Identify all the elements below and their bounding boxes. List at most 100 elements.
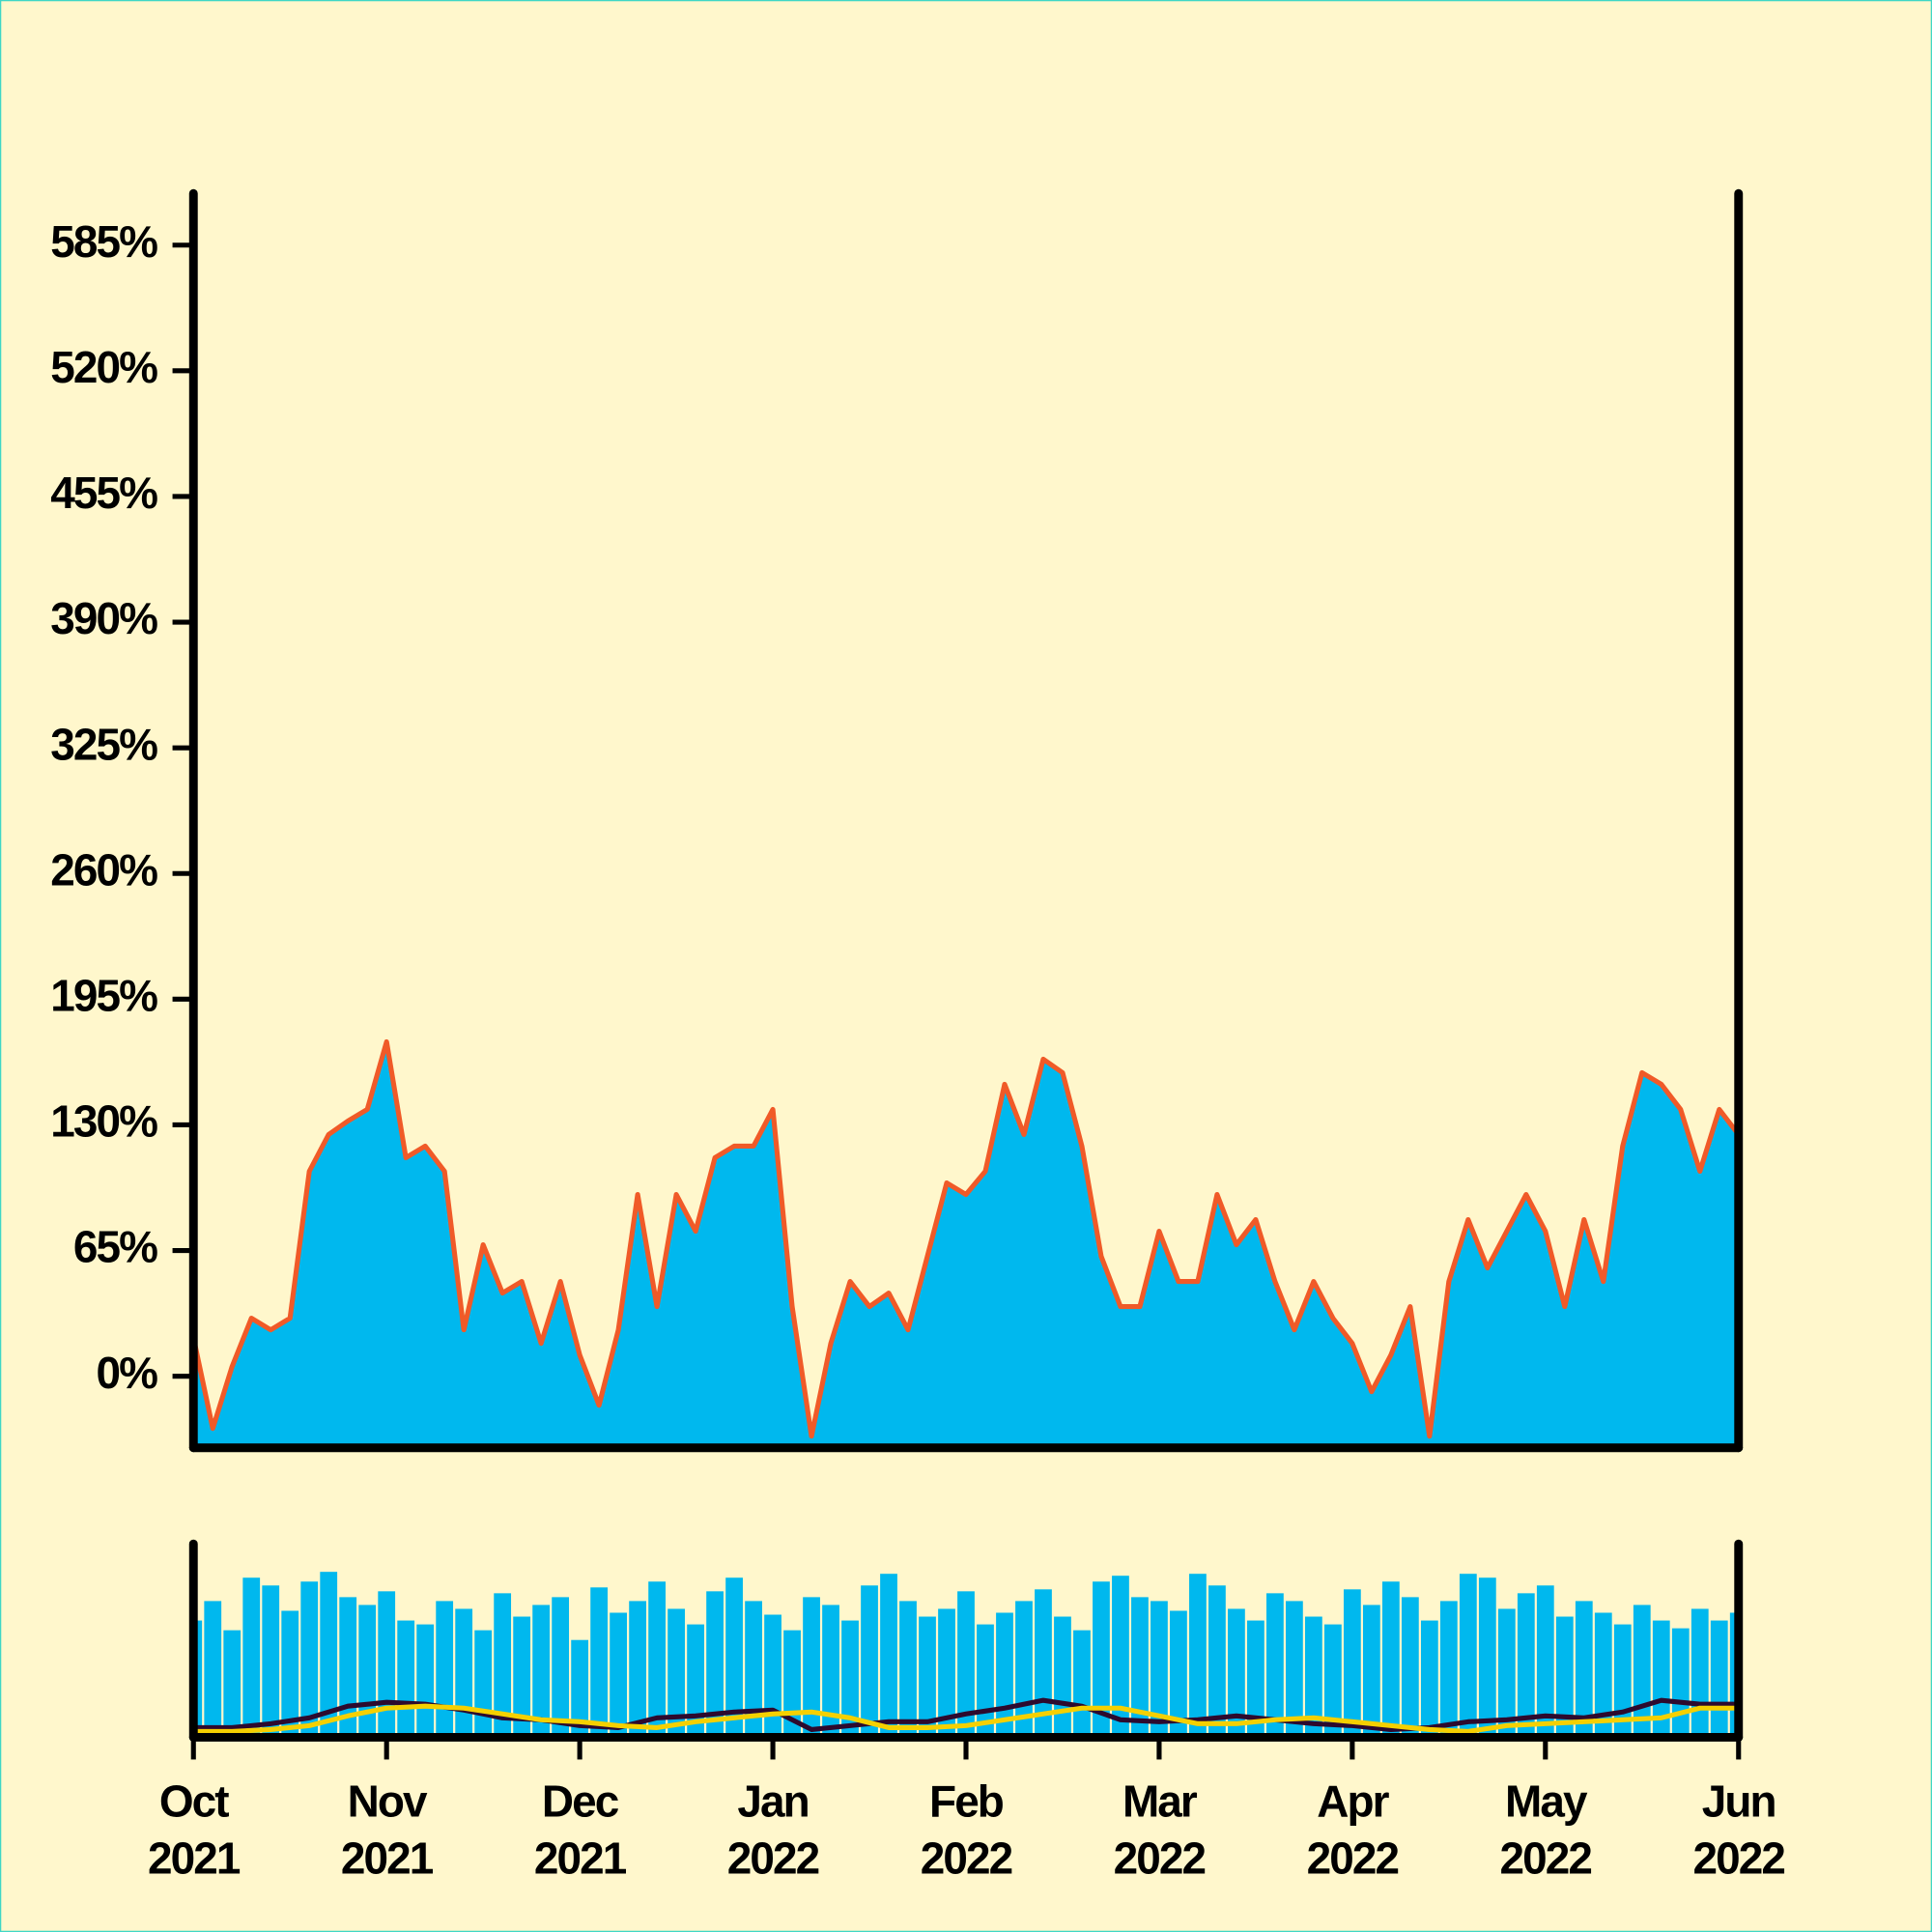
x-tick-label-line: 2022 — [1114, 1833, 1206, 1883]
bar — [320, 1572, 338, 1738]
bar — [358, 1605, 377, 1738]
bar — [880, 1574, 897, 1738]
bar — [706, 1591, 724, 1738]
bar — [1420, 1620, 1438, 1738]
bar — [1594, 1612, 1612, 1738]
line — [193, 1038, 1739, 1439]
bar — [571, 1639, 589, 1738]
bar — [1189, 1574, 1207, 1738]
x-tick-label: May 2022 — [1500, 1776, 1592, 1884]
bar — [822, 1605, 839, 1738]
bar — [1247, 1620, 1264, 1738]
bar — [532, 1605, 551, 1738]
x-tick-label-line: Nov — [348, 1776, 428, 1827]
bar — [262, 1585, 280, 1738]
bar — [397, 1620, 415, 1738]
x-tick-label: Feb 2022 — [921, 1776, 1012, 1884]
bar — [1362, 1605, 1380, 1738]
y-tick-label: 390% — [50, 593, 157, 643]
bar — [1690, 1608, 1709, 1738]
bar — [687, 1624, 704, 1738]
x-tick-label-line: 2021 — [341, 1833, 434, 1883]
bar — [1517, 1593, 1535, 1738]
y-tick-label: 130% — [50, 1096, 157, 1147]
bar — [1228, 1608, 1245, 1738]
x-tick-label: Jun 2022 — [1693, 1776, 1785, 1884]
bar — [1170, 1610, 1187, 1738]
bar — [919, 1616, 936, 1738]
bar — [1131, 1597, 1149, 1738]
x-tick-label-line: 2022 — [1500, 1833, 1592, 1883]
bar — [1304, 1616, 1322, 1738]
x-tick-label-line: 2022 — [1693, 1833, 1785, 1883]
bar — [1710, 1620, 1728, 1738]
y-tick-label: 195% — [50, 970, 157, 1020]
x-tick-label-line: 2022 — [921, 1833, 1012, 1883]
bar — [861, 1585, 878, 1738]
main-plot — [193, 1038, 1739, 1448]
x-tick-label-line: Jun — [1702, 1776, 1776, 1827]
bar — [339, 1597, 357, 1738]
y-tick-label: 0% — [96, 1348, 157, 1398]
bar — [1381, 1581, 1400, 1738]
bar — [745, 1601, 762, 1738]
bar — [1343, 1589, 1361, 1738]
bar — [1439, 1601, 1458, 1738]
x-tick-label-line: Apr — [1317, 1776, 1389, 1827]
bar — [242, 1577, 261, 1738]
bar — [494, 1593, 512, 1738]
frame — [188, 188, 1744, 1742]
bar — [1555, 1616, 1574, 1738]
bar — [764, 1614, 781, 1738]
bar — [668, 1608, 685, 1738]
y-tick-label: 455% — [50, 468, 157, 518]
bar — [1208, 1585, 1226, 1738]
bar — [378, 1591, 396, 1738]
bar — [1286, 1601, 1303, 1738]
x-tick-label-line: May — [1505, 1776, 1588, 1827]
x-tick-label: Dec 2021 — [534, 1776, 627, 1884]
bar — [1671, 1628, 1690, 1738]
labels: 0% 65% 130% 195% 260% 325% 390% 455% 520% 585% Oct… — [50, 216, 1786, 1884]
y-tick-label: 325% — [50, 719, 157, 769]
x-tick-label: Jan 2022 — [727, 1776, 819, 1884]
bar — [1652, 1620, 1670, 1738]
bar — [281, 1610, 299, 1738]
x-tick-label-line: 2022 — [1307, 1833, 1399, 1883]
bar — [725, 1577, 743, 1738]
bar — [1536, 1585, 1554, 1738]
bar — [455, 1608, 473, 1738]
bar — [648, 1581, 666, 1738]
bar — [436, 1601, 454, 1738]
average-line — [193, 1703, 1739, 1734]
x-tick-label-line: Oct — [159, 1776, 229, 1827]
bar — [957, 1591, 975, 1738]
lower-plot — [193, 1572, 1739, 1738]
x-tick-label-line: Feb — [929, 1776, 1004, 1827]
y-tick-label: 260% — [50, 844, 157, 895]
bar — [204, 1601, 222, 1738]
y-tick-label: 65% — [73, 1222, 157, 1272]
bar — [1401, 1597, 1419, 1738]
x-tick-label: Nov 2021 — [341, 1776, 434, 1884]
x-tick-label-line: Dec — [542, 1776, 619, 1827]
bar — [1112, 1576, 1129, 1738]
bar — [1151, 1601, 1168, 1738]
x-tick-label-line: 2022 — [727, 1833, 819, 1883]
bar — [1266, 1593, 1284, 1738]
x-tick-label-line: Mar — [1122, 1776, 1198, 1827]
bar — [1497, 1608, 1516, 1738]
bar — [300, 1581, 319, 1738]
x-tick-label: Oct 2021 — [148, 1776, 241, 1884]
x-tick-label-line: 2021 — [148, 1833, 241, 1883]
y-tick-label: 585% — [50, 216, 157, 267]
bar — [1575, 1601, 1593, 1738]
bar — [841, 1620, 859, 1738]
bar — [610, 1612, 628, 1738]
x-tick-label: Mar 2022 — [1114, 1776, 1206, 1884]
bar — [474, 1630, 493, 1738]
bar — [803, 1597, 820, 1738]
x-tick-label-line: 2021 — [534, 1833, 627, 1883]
bar — [1073, 1630, 1091, 1738]
